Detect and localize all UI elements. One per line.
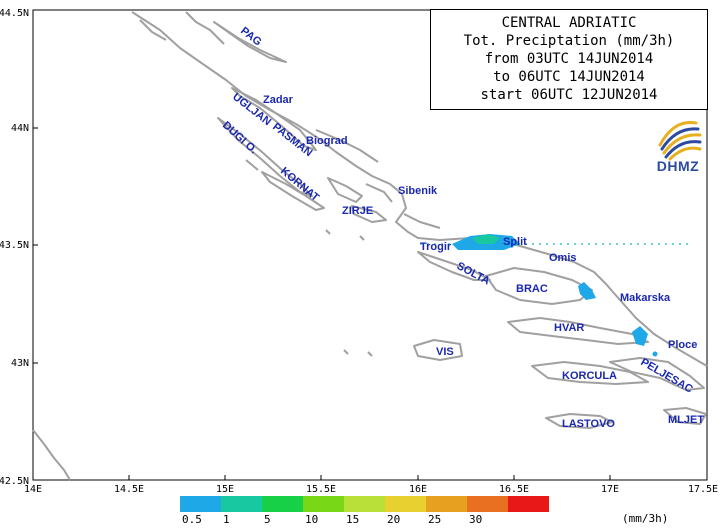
label-omis: Omis [549, 252, 577, 264]
y-tick-43-5n: 43.5N [0, 240, 29, 251]
dhmz-logo-icon [658, 120, 702, 161]
legend-threshold-label: 20 [387, 513, 401, 526]
precip-patch-ploce [652, 351, 658, 357]
y-tick-labels: 44.5N 44N 43.5N 43N 42.5N [0, 8, 29, 487]
title-from: from 03UTC 14JUN2014 [484, 51, 654, 67]
label-trogir: Trogir [420, 241, 452, 253]
legend-swatch [344, 496, 385, 512]
x-tick-16-5e: 16.5E [499, 484, 529, 495]
dhmz-logo-text: DHMZ [656, 158, 700, 174]
label-mljet: MLJET [668, 414, 704, 426]
label-split: Split [503, 236, 527, 248]
label-sibenik: Sibenik [398, 185, 438, 197]
y-tick-43n: 43N [11, 358, 29, 369]
precip-legend [180, 496, 549, 512]
y-tick-42-5n: 42.5N [0, 476, 29, 487]
axis-ticks [32, 9, 708, 481]
legend-threshold-label: 10 [305, 513, 319, 526]
title-start: start 06UTC 12JUN2014 [480, 87, 658, 103]
y-tick-44-5n: 44.5N [0, 8, 29, 19]
label-zadar: Zadar [263, 94, 294, 106]
legend-threshold-label: 30 [469, 513, 483, 526]
legend-swatch [426, 496, 467, 512]
legend-threshold-label: 25 [428, 513, 442, 526]
legend-swatch [303, 496, 344, 512]
title-box: CENTRAL ADRIATIC Tot. Preciptation (mm/3… [430, 9, 708, 110]
title-variable: Tot. Preciptation (mm/3h) [463, 33, 675, 49]
legend-threshold-label: 0.5 [182, 513, 202, 526]
legend-threshold-label: 15 [346, 513, 360, 526]
y-tick-44n: 44N [11, 123, 29, 134]
label-brac: BRAC [516, 283, 548, 295]
title-to: to 06UTC 14JUN2014 [493, 69, 645, 85]
legend-swatch [221, 496, 262, 512]
x-tick-17e: 17E [601, 484, 619, 495]
legend-swatch [467, 496, 508, 512]
coastline [32, 11, 708, 481]
x-tick-16e: 16E [409, 484, 427, 495]
legend-threshold-label: 1 [223, 513, 230, 526]
label-makarska: Makarska [620, 292, 671, 304]
precip-patch-split-core [472, 234, 500, 244]
x-tick-labels: 14E 14.5E 15E 15.5E 16E 16.5E 17E 17.5E [24, 484, 718, 495]
label-ploce: Ploce [668, 339, 697, 351]
legend-swatch [180, 496, 221, 512]
legend-swatch [508, 496, 549, 512]
precip-patch-brac [578, 282, 596, 300]
label-zirje: ZIRJE [342, 205, 373, 217]
label-korcula: KORCULA [562, 370, 617, 382]
legend-swatch [262, 496, 303, 512]
precip-patch-hvar [632, 326, 648, 346]
x-tick-14-5e: 14.5E [114, 484, 144, 495]
legend-swatch [385, 496, 426, 512]
legend-threshold-label: 5 [264, 513, 271, 526]
label-biograd: Biograd [306, 135, 348, 147]
label-hvar: HVAR [554, 322, 584, 334]
x-tick-14e: 14E [24, 484, 42, 495]
precipitation-patches [452, 234, 658, 357]
x-tick-15-5e: 15.5E [306, 484, 336, 495]
x-tick-15e: 15E [216, 484, 234, 495]
legend-unit: (mm/3h) [622, 512, 669, 525]
title-region: CENTRAL ADRIATIC [501, 15, 637, 31]
x-tick-17-5e: 17.5E [688, 484, 718, 495]
label-lastovo: LASTOVO [562, 418, 615, 430]
label-vis: VIS [436, 346, 454, 358]
